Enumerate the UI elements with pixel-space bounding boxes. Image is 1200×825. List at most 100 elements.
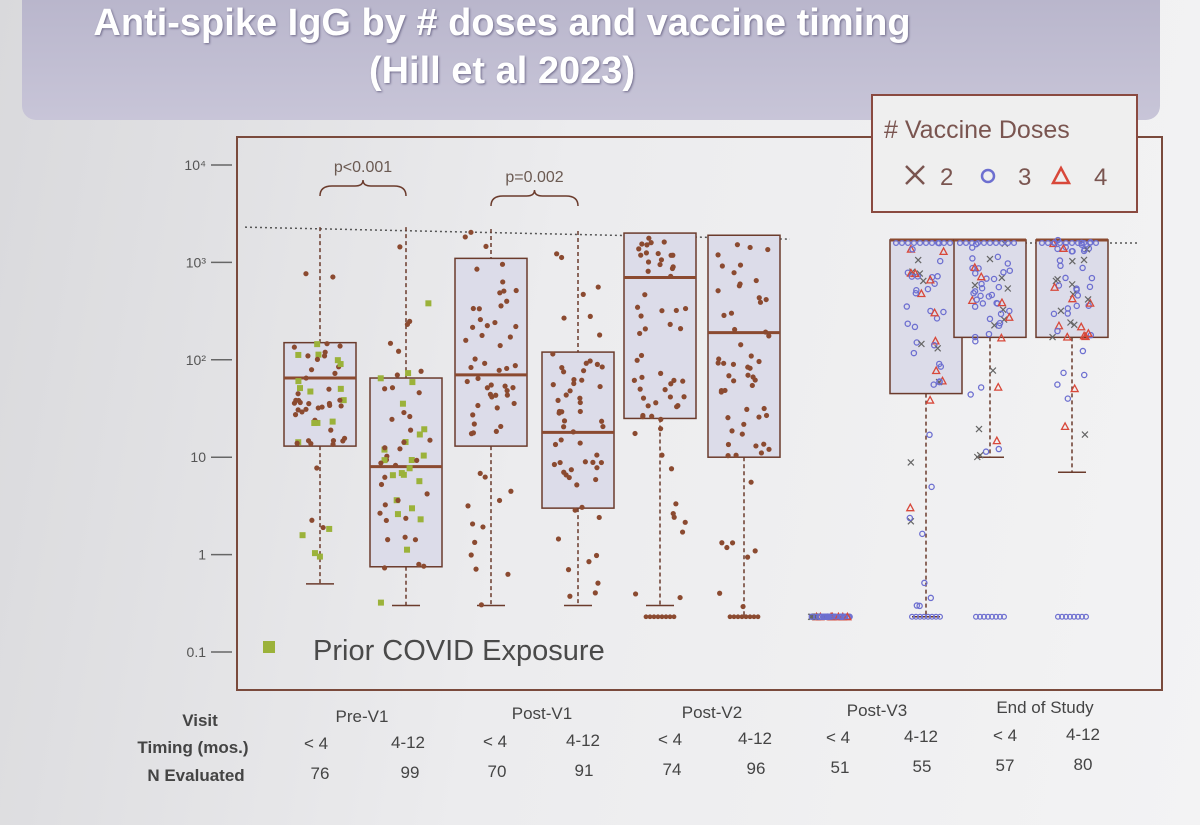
point-dose-3 (977, 292, 984, 300)
point (392, 462, 399, 468)
point (559, 254, 565, 261)
point (636, 246, 642, 252)
point (472, 539, 478, 545)
point-dose-4 (925, 395, 935, 404)
point-prior-exposure (406, 465, 413, 472)
point-floor (1062, 613, 1069, 620)
point-dose-3 (928, 483, 935, 491)
point (577, 408, 583, 415)
point (381, 565, 388, 571)
point (550, 351, 556, 357)
legend-x-icon (905, 165, 925, 185)
point-dose-3 (985, 330, 993, 338)
boxes (283, 227, 1109, 618)
point-ceiling (986, 239, 994, 247)
point (731, 378, 737, 384)
legend-circle-icon (980, 168, 996, 184)
point (496, 497, 503, 504)
point (730, 361, 737, 367)
point (475, 375, 481, 382)
point (488, 382, 494, 388)
point-ceiling (904, 239, 912, 247)
point (463, 337, 469, 343)
point-floor (755, 614, 761, 620)
point (294, 440, 300, 446)
point-dose-4 (910, 268, 920, 278)
point-dose-3 (936, 257, 944, 265)
point-dose-3 (1074, 292, 1082, 299)
point (749, 382, 755, 389)
point-ceiling (1050, 239, 1058, 247)
point-prior-exposure (425, 300, 432, 307)
point-floor (663, 614, 669, 620)
point-dose-3 (913, 602, 921, 609)
point (639, 374, 645, 380)
point-prior-exposure (389, 472, 396, 479)
point (555, 397, 561, 403)
point (551, 461, 558, 468)
point (639, 241, 645, 247)
point-dose-3 (1000, 269, 1007, 276)
point-dose-3 (911, 323, 919, 331)
point-dose-2 (1084, 296, 1092, 303)
point (475, 402, 481, 409)
slide-subtitle: (Hill et al 2023) (368, 50, 636, 92)
point (308, 367, 315, 373)
point (499, 261, 506, 267)
point-floor (1058, 613, 1065, 620)
point (732, 326, 738, 333)
point-prior-exposure (315, 351, 322, 358)
point (292, 412, 299, 418)
point (571, 377, 577, 383)
point (303, 271, 309, 277)
point-dose-3 (904, 320, 911, 327)
point-prior-exposure (417, 516, 424, 523)
point-dose-2 (1081, 431, 1089, 438)
point (299, 409, 305, 415)
point (590, 459, 596, 465)
point (671, 514, 677, 520)
point-dose-2 (907, 458, 915, 466)
point (468, 229, 474, 235)
point (557, 459, 563, 466)
point (668, 252, 674, 258)
point (469, 521, 476, 527)
box-iqr (454, 257, 528, 447)
point (482, 474, 488, 480)
point (667, 321, 673, 328)
point-dose-2 (1067, 319, 1074, 326)
point (567, 388, 573, 394)
point-floor (828, 613, 835, 620)
point (382, 502, 388, 508)
point-floor (984, 613, 991, 620)
point (673, 501, 679, 507)
point-dose-3 (913, 286, 920, 294)
point (582, 459, 588, 465)
point-prior-exposure (409, 379, 416, 386)
point-dose-2-stroke (1054, 275, 1062, 283)
point-floor (1070, 613, 1077, 620)
point (574, 482, 580, 488)
point (477, 470, 483, 477)
point (508, 488, 514, 494)
point-dose-2-stroke (971, 281, 979, 289)
p-value-label: p=0.002 (505, 169, 563, 186)
plot-frame (236, 136, 1163, 691)
point (657, 261, 663, 268)
point-dose-4 (1067, 293, 1077, 303)
point-dose-2 (1080, 256, 1088, 264)
point-dose-3 (996, 319, 1004, 327)
point-floor (928, 613, 935, 620)
point-dose-3 (988, 291, 996, 299)
point-floor (747, 614, 753, 620)
point (634, 357, 640, 363)
timing-1: 4-12 (391, 733, 425, 752)
prior-exposure-legend: Prior COVID Exposure (263, 635, 605, 667)
point (303, 375, 309, 381)
point (747, 244, 753, 251)
point-dose-3 (930, 341, 938, 349)
point (739, 431, 745, 437)
point (482, 360, 488, 366)
point-dose-3 (931, 280, 938, 287)
point (653, 400, 659, 406)
